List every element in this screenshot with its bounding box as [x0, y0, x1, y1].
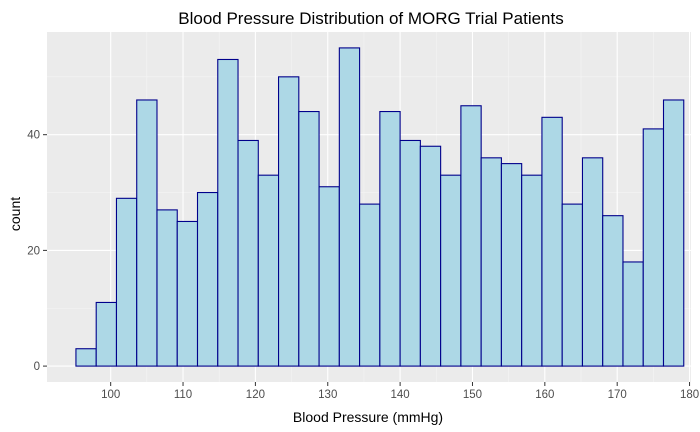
- histogram-bar: [257, 174, 280, 367]
- x-tick-label: 160: [535, 389, 554, 401]
- histogram-bar: [318, 186, 340, 367]
- x-tick-label: 120: [246, 389, 265, 401]
- x-tick-label: 100: [101, 389, 120, 401]
- x-axis-title: Blood Pressure (mmHg): [293, 409, 443, 425]
- histogram-bar: [419, 145, 442, 367]
- histogram-bar: [156, 209, 178, 367]
- histogram-bar: [642, 128, 665, 367]
- y-axis-title: count: [7, 197, 23, 231]
- y-tick-label: 40: [27, 130, 40, 142]
- x-tick-label: 180: [680, 389, 699, 401]
- y-axis: 0 20 40: [27, 130, 47, 373]
- histogram-bar: [500, 163, 523, 367]
- histogram-bar: [115, 197, 138, 367]
- chart-title: Blood Pressure Distribution of MORG Tria…: [178, 9, 563, 28]
- histogram-bar: [338, 47, 361, 367]
- histogram-bar: [399, 139, 421, 367]
- histogram-bar: [278, 76, 300, 367]
- histogram-bar: [217, 58, 239, 367]
- x-tick-label: 150: [463, 389, 482, 401]
- x-tick-label: 110: [174, 389, 192, 401]
- histogram-bar: [379, 110, 401, 367]
- x-tick-label: 130: [318, 389, 337, 401]
- histogram-bars: [75, 47, 685, 367]
- y-tick-label: 0: [34, 361, 40, 373]
- histogram-bar: [561, 203, 584, 367]
- y-tick-label: 20: [27, 245, 40, 257]
- histogram-bar: [662, 99, 685, 367]
- x-axis: 100 110 120 130 140 150 160 170 180: [101, 382, 699, 401]
- histogram-bar: [521, 174, 543, 367]
- histogram-bar: [581, 157, 604, 367]
- x-tick-label: 170: [608, 389, 627, 401]
- histogram-bar: [440, 174, 462, 367]
- histogram-bar: [359, 203, 381, 367]
- histogram-bar: [602, 215, 624, 367]
- histogram-bar: [237, 139, 259, 367]
- histogram-bar: [176, 220, 199, 367]
- histogram-bar: [480, 157, 502, 367]
- histogram-bar: [298, 110, 320, 367]
- histogram-bar: [75, 348, 97, 367]
- histogram-bar: [196, 191, 219, 367]
- histogram-bar: [541, 116, 563, 367]
- histogram-bar: [460, 105, 482, 367]
- histogram-bar: [95, 301, 118, 367]
- histogram-bar: [136, 99, 158, 367]
- histogram-bar: [622, 261, 644, 367]
- x-tick-label: 140: [391, 389, 410, 401]
